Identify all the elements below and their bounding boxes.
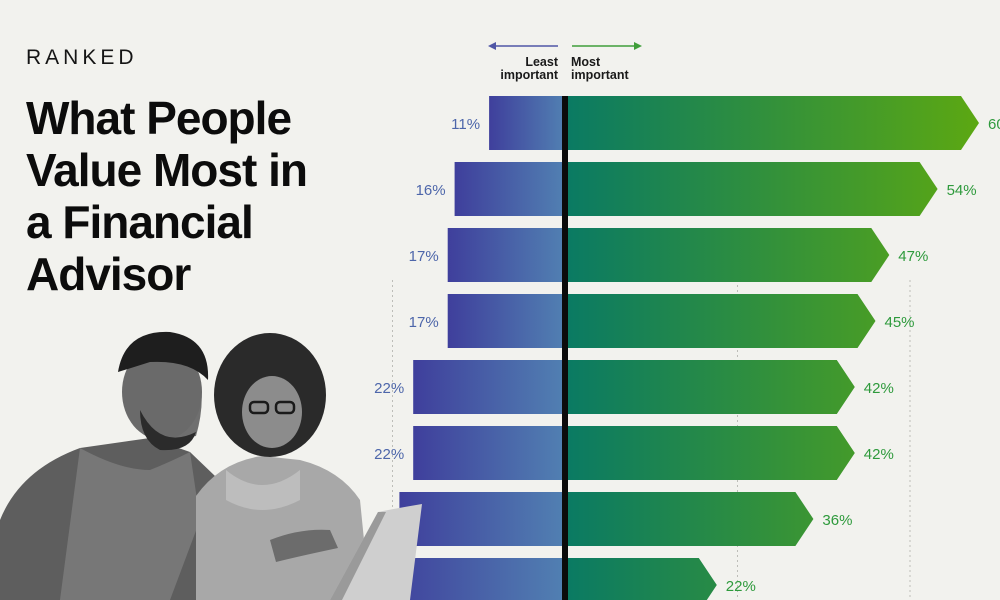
kicker: RANKED — [26, 46, 138, 69]
bar-least-8 — [385, 558, 565, 600]
title-line-2: Value Most in — [26, 144, 308, 196]
title-line-3: a Financial — [26, 196, 254, 248]
bar-most-1 — [565, 96, 979, 150]
value-label-most-4: 45% — [885, 314, 915, 331]
bar-least-5 — [413, 360, 565, 414]
title-line-4: Advisor — [26, 248, 191, 300]
legend-left-label: important — [500, 68, 558, 82]
value-label-least-6: 22% — [374, 446, 404, 463]
bar-most-4 — [565, 294, 876, 348]
title-line-1: What People — [26, 92, 292, 144]
value-label-least-2: 16% — [416, 182, 446, 199]
legend-left-label: Least — [525, 55, 558, 69]
value-label-most-3: 47% — [898, 248, 928, 265]
center-divider — [562, 96, 568, 600]
value-label-most-5: 42% — [864, 380, 894, 397]
bar-least-6 — [413, 426, 565, 480]
legend-right-label: important — [571, 68, 629, 82]
bar-least-4 — [447, 294, 565, 348]
value-label-most-8: 22% — [726, 578, 756, 595]
bar-most-5 — [565, 360, 855, 414]
value-label-least-3: 17% — [409, 248, 439, 265]
value-label-most-7: 36% — [822, 512, 852, 529]
legend-right-label: Most — [571, 55, 601, 69]
bar-least-2 — [454, 162, 565, 216]
value-label-most-1: 60% — [988, 116, 1000, 133]
bar-least-1 — [489, 96, 565, 150]
legend-left-arrow-head — [488, 42, 496, 50]
value-label-least-5: 22% — [374, 380, 404, 397]
value-label-least-1: 11% — [451, 116, 480, 133]
value-label-most-2: 54% — [947, 182, 977, 199]
bar-most-3 — [565, 228, 890, 282]
bar-most-2 — [565, 162, 938, 216]
bar-least-3 — [447, 228, 565, 282]
bar-most-7 — [565, 492, 814, 546]
bar-most-6 — [565, 426, 855, 480]
bar-most-8 — [565, 558, 717, 600]
value-label-most-6: 42% — [864, 446, 894, 463]
bar-least-7 — [399, 492, 565, 546]
legend-right-arrow-head — [634, 42, 642, 50]
page-title: What People Value Most in a Financial Ad… — [26, 92, 406, 300]
value-label-least-4: 17% — [409, 314, 439, 331]
